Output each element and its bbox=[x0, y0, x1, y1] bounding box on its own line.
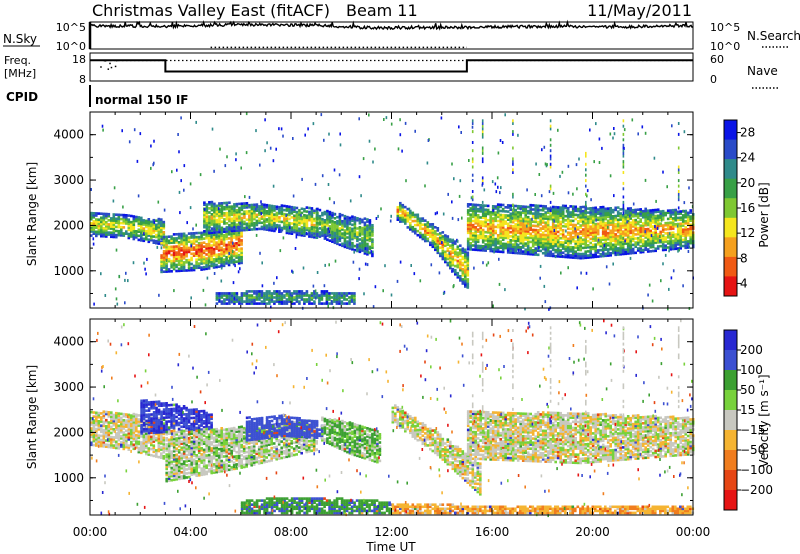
power-colorbar-label: Power [dB] bbox=[757, 182, 771, 247]
power-colorbar: 4 8 12 16 20 24 28 bbox=[723, 119, 755, 297]
power-range-tick-4000: 4000 bbox=[53, 128, 84, 142]
velocity-colorbar-cell-2 bbox=[724, 370, 737, 391]
velocity-colorbar-tick-1: 100 bbox=[740, 363, 763, 377]
power-colorbar-tick-4: 20 bbox=[740, 176, 755, 190]
velocity-colorbar-cell-7 bbox=[724, 470, 737, 491]
time-tick-5: 20:00 bbox=[575, 525, 610, 539]
power-heatmap bbox=[90, 112, 695, 311]
nsky-right-tick-top: 10^5 bbox=[710, 21, 740, 34]
power-colorbar-tick-3: 16 bbox=[740, 201, 755, 215]
power-colorbar-tick-2: 12 bbox=[740, 226, 755, 240]
power-colorbar-cell-1 bbox=[724, 139, 737, 160]
time-axis: 00:00 04:00 08:00 12:00 16:00 20:00 00:00 bbox=[73, 112, 711, 539]
time-tick-4: 16:00 bbox=[475, 525, 510, 539]
freq-unit-label: [MHz] bbox=[4, 67, 36, 80]
power-colorbar-cell-5 bbox=[724, 217, 737, 238]
station-title: Christmas Valley East (fitACF) bbox=[92, 1, 330, 20]
power-range-tick-1000: 1000 bbox=[53, 264, 84, 278]
power-colorbar-cell-4 bbox=[724, 198, 737, 219]
velocity-range-axis: 1000 2000 3000 4000 bbox=[53, 335, 693, 501]
velocity-colorbar-label: Velocity [m s⁻¹] bbox=[757, 374, 771, 467]
nave-label: Nave bbox=[747, 64, 778, 78]
velocity-colorbar-tick-2: 50 bbox=[740, 383, 755, 397]
nsky-right-tick-bottom: 10^0 bbox=[710, 40, 740, 53]
cpid-label: CPID bbox=[6, 90, 38, 104]
freq-label: Freq. bbox=[4, 54, 31, 67]
nsky-left-tick-top: 10^5 bbox=[56, 21, 86, 34]
power-colorbar-cell-2 bbox=[724, 159, 737, 180]
power-colorbar-cell-0 bbox=[724, 120, 737, 140]
velocity-colorbar-cell-3 bbox=[724, 390, 737, 411]
time-tick-0: 00:00 bbox=[73, 525, 108, 539]
velocity-colorbar-cell-0 bbox=[724, 330, 737, 351]
freq-tick-top: 18 bbox=[72, 53, 86, 66]
velocity-colorbar-cell-4 bbox=[724, 410, 737, 431]
velocity-colorbar-cell-8 bbox=[724, 490, 737, 511]
power-colorbar-cell-6 bbox=[724, 237, 737, 258]
velocity-colorbar-tick-5: −50 bbox=[740, 443, 765, 457]
power-range-tick-3000: 3000 bbox=[53, 173, 84, 187]
velocity-colorbar-tick-7: −200 bbox=[740, 483, 773, 497]
velocity-range-tick-3000: 3000 bbox=[53, 380, 84, 394]
velocity-colorbar-tick-4: −15 bbox=[740, 423, 765, 437]
power-colorbar-tick-6: 28 bbox=[740, 126, 755, 140]
velocity-colorbar: 200 100 50 15 −15 −50 −100 −200 bbox=[723, 329, 773, 511]
velocity-colorbar-cell-1 bbox=[724, 350, 737, 371]
nave-tick-top: 60 bbox=[710, 53, 724, 66]
nsky-line bbox=[89, 19, 694, 31]
freq-tick-bottom: 8 bbox=[79, 73, 86, 86]
time-tick-1: 04:00 bbox=[173, 525, 208, 539]
noise-series bbox=[88, 19, 694, 49]
power-colorbar-tick-0: 4 bbox=[740, 276, 748, 290]
velocity-ylabel: Slant Range [km] bbox=[25, 365, 39, 469]
power-range-tick-2000: 2000 bbox=[53, 218, 84, 232]
velocity-colorbar-cell-5 bbox=[724, 430, 737, 451]
velocity-colorbar-tick-0: 200 bbox=[740, 343, 763, 357]
power-colorbar-tick-5: 24 bbox=[740, 151, 755, 165]
freq-series bbox=[90, 59, 693, 73]
frequency-line bbox=[90, 59, 693, 73]
velocity-heatmap bbox=[90, 319, 695, 518]
velocity-colorbar-tick-6: −100 bbox=[740, 463, 773, 477]
power-colorbar-tick-1: 8 bbox=[740, 251, 748, 265]
power-ylabel: Slant Range [km] bbox=[25, 162, 39, 266]
velocity-colorbar-cell-6 bbox=[724, 450, 737, 471]
date-label: 11/May/2011 bbox=[587, 1, 692, 20]
time-tick-3: 12:00 bbox=[374, 525, 409, 539]
power-colorbar-cell-7 bbox=[724, 256, 737, 277]
nsky-left-tick-bottom: 10^0 bbox=[56, 40, 86, 53]
freq-panel-frame bbox=[89, 52, 694, 82]
power-colorbar-cell-3 bbox=[724, 178, 737, 199]
time-tick-2: 08:00 bbox=[274, 525, 309, 539]
velocity-range-tick-2000: 2000 bbox=[53, 425, 84, 439]
time-tick-6: 00:00 bbox=[676, 525, 711, 539]
cpid-value: normal 150 IF bbox=[95, 93, 189, 107]
nave-tick-bottom: 0 bbox=[710, 73, 717, 86]
velocity-colorbar-tick-3: 15 bbox=[740, 403, 755, 417]
power-range-axis: 1000 2000 3000 4000 bbox=[53, 128, 693, 294]
velocity-range-tick-4000: 4000 bbox=[53, 335, 84, 349]
nsearch-label: N.Search bbox=[747, 29, 800, 43]
velocity-range-tick-1000: 1000 bbox=[53, 471, 84, 485]
nsky-label: N.Sky bbox=[3, 32, 37, 46]
beam-label: Beam 11 bbox=[346, 1, 418, 20]
time-axis-label: Time UT bbox=[365, 540, 416, 554]
power-colorbar-cell-8 bbox=[724, 276, 737, 297]
